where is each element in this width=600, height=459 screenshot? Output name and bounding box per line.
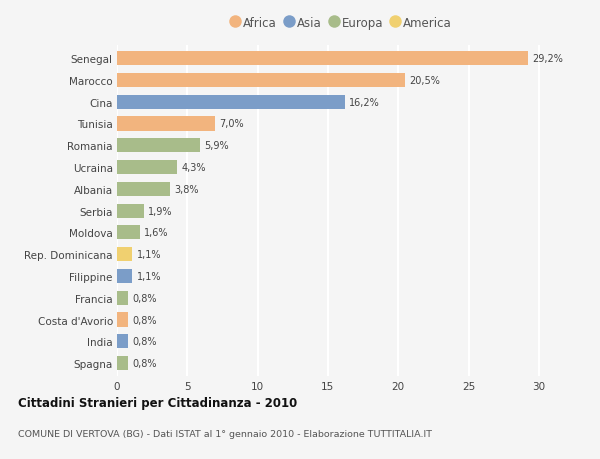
- Text: COMUNE DI VERTOVA (BG) - Dati ISTAT al 1° gennaio 2010 - Elaborazione TUTTITALIA: COMUNE DI VERTOVA (BG) - Dati ISTAT al 1…: [18, 429, 432, 438]
- Bar: [117, 139, 200, 153]
- Bar: [117, 117, 215, 131]
- Bar: [117, 269, 133, 284]
- Text: 4,3%: 4,3%: [182, 162, 206, 173]
- Text: 29,2%: 29,2%: [532, 54, 563, 64]
- Bar: [117, 226, 139, 240]
- Bar: [117, 356, 128, 370]
- Text: 5,9%: 5,9%: [204, 141, 229, 151]
- Bar: [117, 291, 128, 305]
- Text: 1,6%: 1,6%: [144, 228, 168, 238]
- Text: Cittadini Stranieri per Cittadinanza - 2010: Cittadini Stranieri per Cittadinanza - 2…: [18, 396, 297, 409]
- Bar: [117, 161, 178, 175]
- Text: 3,8%: 3,8%: [175, 185, 199, 195]
- Text: 1,1%: 1,1%: [137, 271, 161, 281]
- Bar: [117, 52, 527, 66]
- Text: 1,9%: 1,9%: [148, 206, 172, 216]
- Bar: [117, 313, 128, 327]
- Text: 0,8%: 0,8%: [133, 336, 157, 347]
- Text: 1,1%: 1,1%: [137, 250, 161, 260]
- Bar: [117, 182, 170, 196]
- Text: 0,8%: 0,8%: [133, 315, 157, 325]
- Text: 20,5%: 20,5%: [409, 76, 440, 86]
- Bar: [117, 247, 133, 262]
- Legend: Africa, Asia, Europa, America: Africa, Asia, Europa, America: [229, 13, 455, 34]
- Bar: [117, 204, 144, 218]
- Text: 0,8%: 0,8%: [133, 293, 157, 303]
- Bar: [117, 335, 128, 349]
- Bar: [117, 95, 345, 110]
- Bar: [117, 73, 405, 88]
- Text: 7,0%: 7,0%: [220, 119, 244, 129]
- Text: 0,8%: 0,8%: [133, 358, 157, 368]
- Text: 16,2%: 16,2%: [349, 97, 380, 107]
